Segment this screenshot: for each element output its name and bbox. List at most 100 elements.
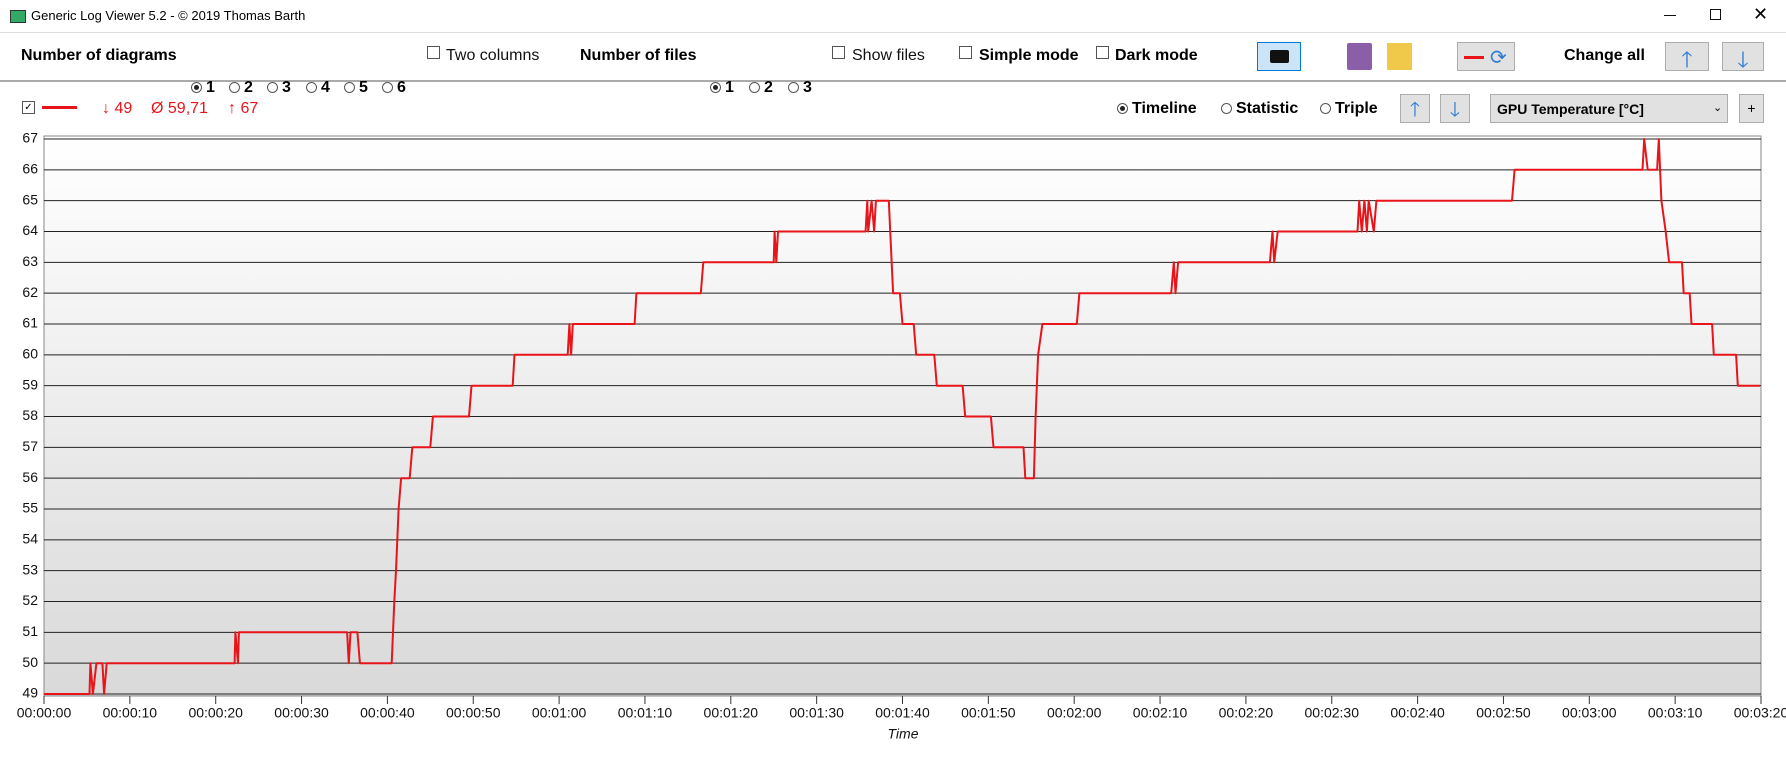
app-icon	[10, 10, 26, 23]
min-value: ↓ 49	[102, 100, 133, 117]
y-tick-label: 57	[22, 438, 38, 454]
radio[interactable]	[1221, 103, 1232, 114]
y-tick-label: 53	[22, 561, 38, 577]
y-tick-label: 51	[22, 623, 38, 639]
radio[interactable]	[191, 82, 202, 93]
x-tick-label: 00:02:20	[1219, 705, 1274, 721]
save-button[interactable]	[1347, 43, 1372, 70]
x-tick-label: 00:01:20	[704, 705, 759, 721]
channel-name: GPU Temperature [°C]	[1497, 101, 1644, 117]
minimize[interactable]	[1664, 15, 1676, 16]
y-tick-label: 58	[22, 407, 38, 423]
max-value: ↑ 67	[228, 100, 259, 117]
x-tick-label: 00:00:10	[103, 705, 158, 721]
x-tick-label: 00:01:50	[961, 705, 1016, 721]
radio-label[interactable]: Statistic	[1236, 100, 1299, 117]
simple-mode[interactable]: Simple mode	[979, 47, 1079, 64]
radio-label[interactable]: 1	[725, 79, 734, 96]
checkbox[interactable]	[427, 46, 440, 59]
y-tick-label: 54	[22, 531, 38, 547]
radio-label[interactable]: 3	[282, 79, 291, 96]
x-tick-label: 00:00:30	[274, 705, 329, 721]
y-tick-label: 50	[22, 654, 38, 670]
radio-label[interactable]: Triple	[1335, 100, 1378, 117]
x-tick-label: 00:00:00	[17, 705, 72, 721]
radio[interactable]	[344, 82, 355, 93]
up-button[interactable]: 🡑	[1665, 42, 1709, 72]
radio-label[interactable]: 4	[321, 79, 330, 96]
x-axis-label: Time	[888, 726, 919, 742]
radio[interactable]	[788, 82, 799, 93]
x-tick-label: 00:01:00	[532, 705, 587, 721]
x-tick-label: 00:03:20	[1734, 705, 1786, 721]
down-button[interactable]: 🡓	[1722, 42, 1764, 72]
series-line	[42, 106, 77, 109]
x-tick-label: 00:01:10	[618, 705, 673, 721]
title-bar: Generic Log Viewer 5.2 - © 2019 Thomas B…	[0, 0, 1786, 33]
radio[interactable]	[749, 82, 760, 93]
diagrams-label: Number of diagrams	[21, 47, 177, 64]
channel-dropdown[interactable]: GPU Temperature [°C] ⌄	[1490, 94, 1728, 123]
radio[interactable]	[267, 82, 278, 93]
color-button[interactable]: ⟳	[1457, 42, 1515, 71]
radio-label[interactable]: Timeline	[1132, 100, 1197, 117]
checkbox[interactable]	[832, 46, 845, 59]
y-tick-label: 62	[22, 284, 38, 300]
add-button[interactable]: +	[1739, 94, 1764, 123]
down-button[interactable]: 🡓	[1440, 94, 1470, 123]
radio[interactable]	[306, 82, 317, 93]
x-tick-label: 00:02:10	[1133, 705, 1188, 721]
y-tick-label: 59	[22, 376, 38, 392]
window-title: Generic Log Viewer 5.2 - © 2019 Thomas B…	[31, 8, 306, 23]
radio-label[interactable]: 2	[244, 79, 253, 96]
y-tick-label: 56	[22, 469, 38, 485]
radio[interactable]	[229, 82, 240, 93]
series-checkbox[interactable]: ✓	[22, 101, 35, 114]
show-files[interactable]: Show files	[852, 47, 925, 64]
close[interactable]: ✕	[1753, 4, 1769, 24]
y-tick-label: 60	[22, 346, 38, 362]
open-button[interactable]	[1387, 43, 1412, 70]
y-tick-label: 49	[22, 685, 38, 701]
radio[interactable]	[710, 82, 721, 93]
sync-icon: ⟳	[1490, 47, 1507, 69]
x-tick-label: 00:01:30	[789, 705, 844, 721]
x-tick-label: 00:03:10	[1648, 705, 1703, 721]
radio-label[interactable]: 1	[206, 79, 215, 96]
y-tick-label: 52	[22, 592, 38, 608]
checkbox[interactable]	[959, 46, 972, 59]
data-line	[44, 138, 1761, 695]
radio-label[interactable]: 3	[803, 79, 812, 96]
radio[interactable]	[382, 82, 393, 93]
two-columns[interactable]: Two columns	[446, 47, 540, 64]
x-tick-label: 00:02:30	[1305, 705, 1360, 721]
dark-mode[interactable]: Dark mode	[1115, 47, 1198, 64]
radio[interactable]	[1320, 103, 1331, 114]
x-tick-label: 00:01:40	[875, 705, 930, 721]
y-tick-label: 64	[22, 222, 38, 238]
x-tick-label: 00:03:00	[1562, 705, 1617, 721]
radio[interactable]	[1117, 103, 1128, 114]
x-tick-label: 00:02:00	[1047, 705, 1102, 721]
y-tick-label: 67	[22, 130, 38, 146]
mean-value: Ø 59,71	[151, 100, 208, 117]
change-all: Change all	[1564, 47, 1645, 64]
chart: Time 49 50 51 52 53 54 55 56 57 58 59 60 61 62 63 64 65 6…	[17, 130, 1786, 742]
y-tick-label: 65	[22, 191, 38, 207]
x-tick-label: 00:00:20	[188, 705, 243, 721]
maximize[interactable]	[1710, 9, 1721, 20]
up-button[interactable]: 🡑	[1400, 94, 1430, 123]
screenshot-button[interactable]	[1257, 42, 1301, 71]
radio-label[interactable]: 6	[397, 79, 406, 96]
x-tick-label: 00:00:50	[446, 705, 501, 721]
toolbar: Number of diagrams 1 2 3 4 5 6 Two columns Nu…	[0, 32, 1786, 96]
x-tick-label: 00:00:40	[360, 705, 415, 721]
radio-label[interactable]: 2	[764, 79, 773, 96]
y-tick-label: 66	[22, 161, 38, 177]
files-label: Number of files	[580, 47, 697, 64]
radio-label[interactable]: 5	[359, 79, 368, 96]
y-tick-label: 55	[22, 500, 38, 516]
dropdown-arrow: ⌄	[1713, 102, 1723, 114]
checkbox[interactable]	[1096, 46, 1109, 59]
